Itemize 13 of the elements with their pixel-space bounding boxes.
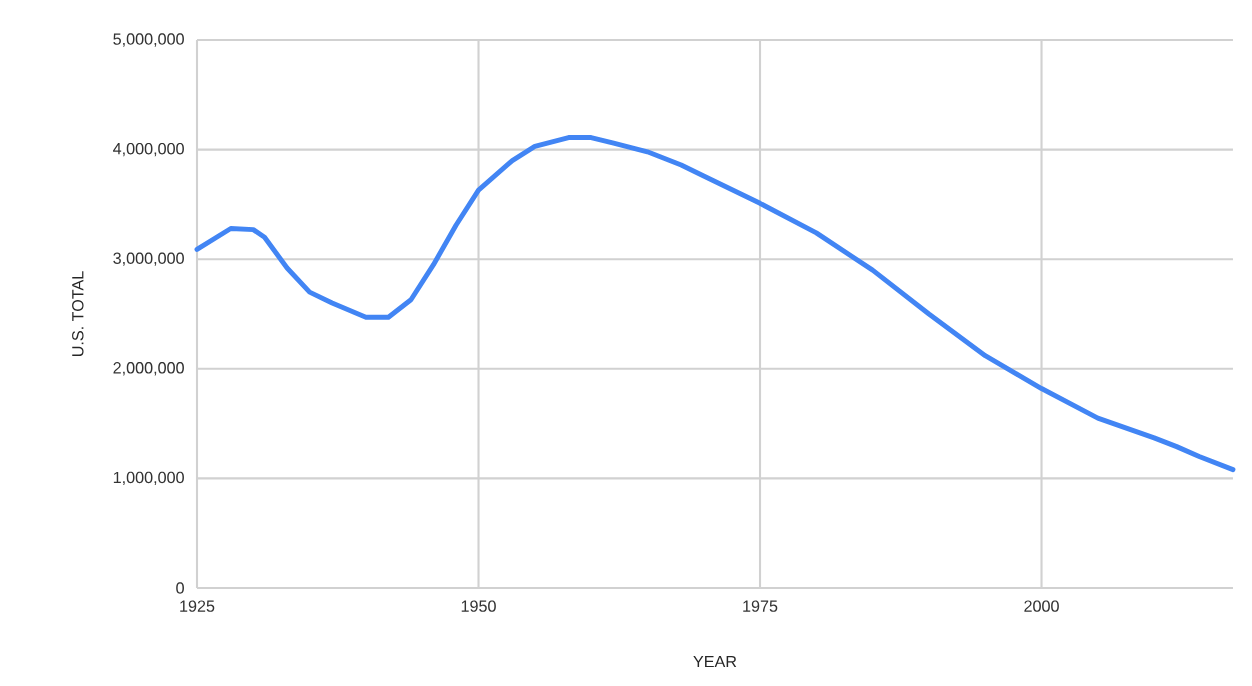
- y-tick-label: 5,000,000: [113, 33, 184, 47]
- x-tick-label: 1975: [743, 600, 778, 612]
- y-tick-label: 4,000,000: [113, 142, 184, 157]
- x-tick-label: 1925: [180, 600, 215, 612]
- x-tick-label: 2000: [1024, 600, 1059, 612]
- y-tick-label: 3,000,000: [113, 252, 184, 266]
- x-tick-label: 1950: [461, 600, 496, 612]
- y-tick-label: 2,000,000: [113, 362, 184, 376]
- line-series: [194, 135, 1236, 473]
- y-tick-label: 0: [176, 582, 184, 594]
- y-tick-label: 1,000,000: [113, 471, 184, 486]
- y-axis-title: U.S. TOTAL: [72, 271, 84, 357]
- x-axis-title: YEAR: [693, 655, 737, 668]
